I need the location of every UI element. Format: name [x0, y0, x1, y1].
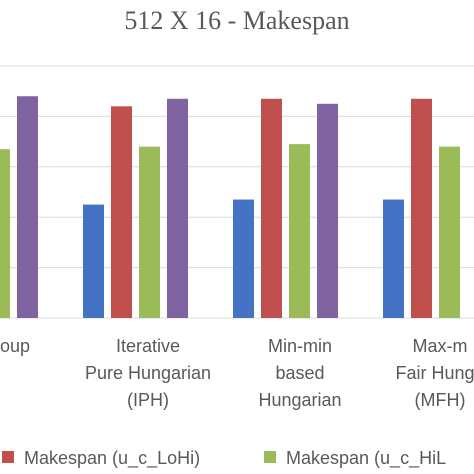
category-labels: oup Iterative Pure Hungarian (IPH) Min-min ba… [0, 336, 474, 410]
category-label: Iterative [116, 336, 180, 356]
chart-title: 512 X 16 - Makespan [124, 6, 349, 35]
legend-swatch-makespan-lohi [2, 451, 14, 463]
bar-series4-cat1 [17, 96, 38, 319]
category-label: Fair Hunga [395, 363, 474, 383]
category-label: Max-m [413, 336, 468, 356]
category-label: Pure Hungarian [85, 363, 211, 383]
bars [0, 96, 460, 319]
bar-series3-cat2 [139, 146, 160, 318]
category-label: oup [0, 336, 30, 356]
category-label: (IPH) [127, 390, 169, 410]
bar-series3-cat4 [439, 146, 460, 318]
legend-label-makespan-lohi: Makespan (u_c_LoHi) [24, 448, 200, 469]
bar-series3-cat1 [0, 149, 10, 318]
bar-series4-cat2 [167, 98, 188, 318]
legend-label-makespan-hilo: Makespan (u_c_HiL [286, 448, 446, 469]
category-label: Hungarian [258, 390, 341, 410]
bar-series2-cat4 [411, 98, 432, 318]
bar-series2-cat3 [261, 98, 282, 318]
category-label: (MFH) [415, 390, 466, 410]
category-label: based [275, 363, 324, 383]
legend-swatch-makespan-hilo [264, 451, 276, 463]
bar-series4-cat3 [317, 103, 338, 318]
category-label: Min-min [268, 336, 332, 356]
bar-series3-cat3 [289, 144, 310, 318]
legend: Makespan (u_c_LoHi) Makespan (u_c_HiL [2, 448, 446, 469]
bar-series2-cat2 [111, 106, 132, 318]
bar-series1-cat2 [83, 204, 104, 318]
bar-series1-cat3 [233, 199, 254, 318]
bar-series1-cat4 [383, 199, 404, 318]
